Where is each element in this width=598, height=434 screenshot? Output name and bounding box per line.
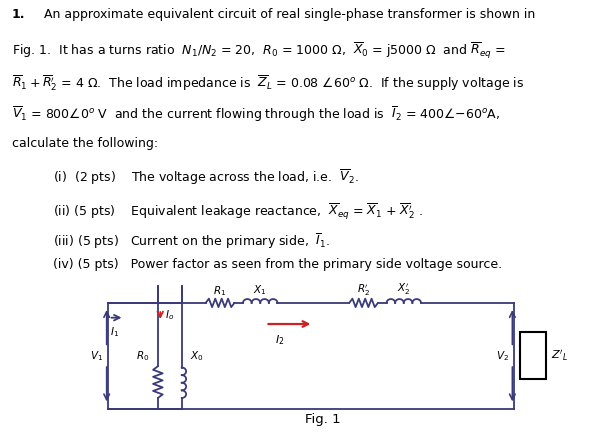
Bar [520,332,547,379]
Text: $R_1$: $R_1$ [213,284,227,298]
Text: $X_2'$: $X_2'$ [397,282,410,297]
Text: Fig. 1: Fig. 1 [305,413,341,426]
Text: (iv) (5 pts)   Power factor as seen from the primary side voltage source.: (iv) (5 pts) Power factor as seen from t… [53,258,502,271]
Text: $Z'_L$: $Z'_L$ [551,349,568,363]
Text: An approximate equivalent circuit of real single-phase transformer is shown in: An approximate equivalent circuit of rea… [44,8,535,21]
Text: $I_o$: $I_o$ [165,309,174,322]
Text: $V_2$: $V_2$ [496,349,508,363]
Text: $V_1$: $V_1$ [90,349,103,363]
Text: (iii) (5 pts)   Current on the primary side,  $\overline{I}_1$.: (iii) (5 pts) Current on the primary sid… [53,232,330,251]
Text: calculate the following:: calculate the following: [12,138,158,151]
Text: $\overline{R}_1 + \overline{R}_2'$ = 4 $\Omega$.  The load impedance is  $\overl: $\overline{R}_1 + \overline{R}_2'$ = 4 $… [12,73,524,92]
Text: $I_2$: $I_2$ [275,333,285,347]
Text: $X_0$: $X_0$ [190,349,204,363]
Text: $R_0$: $R_0$ [136,349,150,363]
Text: $\overline{V}_1$ = 800$\angle$0$^o$ V  and the current flowing through the load : $\overline{V}_1$ = 800$\angle$0$^o$ V an… [12,105,500,124]
Text: $I_1$: $I_1$ [109,326,118,339]
Text: $X_1$: $X_1$ [254,283,267,297]
Text: $R_2'$: $R_2'$ [357,283,370,298]
Text: (ii) (5 pts)    Equivalent leakage reactance,  $\overline{X}_{eq}$ = $\overline{: (ii) (5 pts) Equivalent leakage reactanc… [53,202,423,222]
Text: 1.: 1. [12,8,26,21]
Text: (i)  (2 pts)    The voltage across the load, i.e.  $\overline{V}_2$.: (i) (2 pts) The voltage across the load,… [53,168,358,187]
Text: Fig. 1.  It has a turns ratio  $N_1/N_2$ = 20,  $R_0$ = 1000 $\Omega$,  $\overli: Fig. 1. It has a turns ratio $N_1/N_2$ =… [12,41,506,61]
